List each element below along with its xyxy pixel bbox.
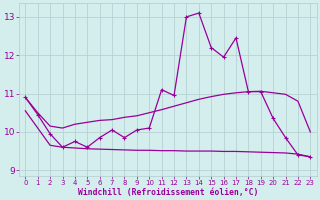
X-axis label: Windchill (Refroidissement éolien,°C): Windchill (Refroidissement éolien,°C) xyxy=(78,188,258,197)
